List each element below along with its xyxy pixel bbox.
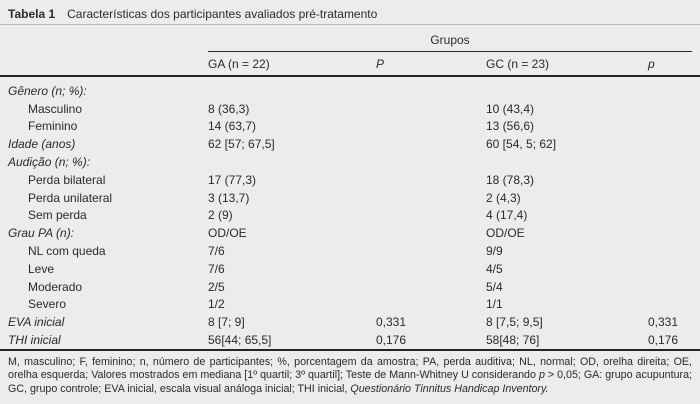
row-label: Gênero (n; %): (8, 83, 87, 98)
table-row: Idade (anos) 62 [57; 67,5] 60 [54, 5; 62… (0, 135, 700, 153)
row-label: Feminino (28, 119, 78, 134)
cell-gc: 4/5 (486, 261, 503, 276)
cell-gc: 2 (4,3) (486, 190, 521, 205)
table-row: Sem perda 2 (9) 4 (17,4) (0, 207, 700, 225)
colhead-P: P (376, 56, 385, 71)
table-row: Gênero (n; %): (0, 82, 700, 100)
table-footnote: M, masculino; F, feminino; n, número de … (0, 351, 700, 396)
cell-ga: 7/6 (208, 261, 225, 276)
cell-gc: 60 [54, 5; 62] (486, 137, 557, 152)
footnote-italic-p: p (538, 369, 545, 382)
table-title: Características dos participantes avalia… (67, 7, 378, 21)
cell-ga: 1/2 (208, 297, 225, 312)
row-label: NL com queda (28, 244, 106, 259)
row-label: Perda bilateral (28, 172, 106, 187)
table-row: Perda bilateral 17 (77,3) 18 (78,3) (0, 171, 700, 189)
row-label: Moderado (28, 279, 83, 294)
footnote-text: > 0,05; GA: grupo acupuntura; GC, grupo … (8, 369, 692, 395)
cell-gc: 1/1 (486, 297, 503, 312)
table-row: Audição (n; %): (0, 153, 700, 171)
cell-ga: 7/6 (208, 244, 225, 259)
cell-ga: 3 (13,7) (208, 190, 250, 205)
column-header-row: GA (n = 22) P GC (n = 23) p (0, 52, 700, 75)
colhead-p: p (648, 56, 655, 71)
cell-ga: 8 (36,3) (208, 101, 250, 116)
cell-gc: 58[48; 76] (486, 333, 540, 348)
table-row: Leve 7/6 4/5 (0, 260, 700, 278)
row-label: EVA inicial (8, 315, 65, 330)
footnote-italic-title: Questionário Tinnitus Handicap Inventory… (350, 382, 549, 395)
row-label: Leve (28, 261, 55, 276)
cell-p-right: 0,331 (648, 315, 679, 330)
table-row: NL com queda 7/6 9/9 (0, 242, 700, 260)
cell-gc: 4 (17,4) (486, 208, 528, 223)
colhead-ga: GA (n = 22) (208, 56, 270, 71)
cell-ga: 56[44; 65,5] (208, 333, 272, 348)
cell-p-left: 0,176 (376, 333, 407, 348)
table-row: Moderado 2/5 5/4 (0, 278, 700, 296)
group-header-band: Grupos (208, 25, 692, 52)
cell-ga: 14 (63,7) (208, 119, 257, 134)
table-row: EVA inicial 8 [7; 9] 0,331 8 [7,5; 9,5] … (0, 313, 700, 331)
row-label: Masculino (28, 101, 83, 116)
row-label: Perda unilateral (28, 190, 113, 205)
row-label: Severo (28, 297, 67, 312)
cell-gc: 10 (43,4) (486, 101, 535, 116)
row-label: Grau PA (n): (8, 226, 75, 241)
table-row: Perda unilateral 3 (13,7) 2 (4,3) (0, 189, 700, 207)
footer-divider (0, 348, 700, 351)
table-row: Feminino 14 (63,7) 13 (56,6) (0, 118, 700, 136)
row-label: Sem perda (28, 208, 87, 223)
cell-gc: 8 [7,5; 9,5] (486, 315, 543, 330)
colhead-gc: GC (n = 23) (486, 56, 550, 71)
row-label: THI inicial (8, 333, 61, 348)
cell-gc: 18 (78,3) (486, 172, 535, 187)
table-number-label: Tabela 1 (8, 7, 56, 21)
cell-gc: 13 (56,6) (486, 119, 535, 134)
cell-ga: 8 [7; 9] (208, 315, 245, 330)
cell-ga: 2 (9) (208, 208, 233, 223)
group-header-label: Grupos (430, 33, 470, 47)
footnote-text: M, masculino; F, feminino; n, número de … (8, 355, 692, 382)
table-row: Severo 1/2 1/1 (0, 296, 700, 314)
cell-gc: OD/OE (486, 226, 525, 241)
table-row: THI inicial 56[44; 65,5] 0,176 58[48; 76… (0, 331, 700, 349)
cell-ga: 62 [57; 67,5] (208, 137, 275, 152)
header-divider (0, 75, 700, 77)
cell-p-right: 0,176 (648, 333, 679, 348)
cell-gc: 5/4 (486, 279, 503, 294)
cell-ga: 17 (77,3) (208, 172, 257, 187)
table-body: Gênero (n; %): Masculino 8 (36,3) 10 (43… (0, 77, 700, 349)
table-row: Grau PA (n): OD/OE OD/OE (0, 224, 700, 242)
table-row: Masculino 8 (36,3) 10 (43,4) (0, 100, 700, 118)
table-caption: Tabela 1 Características dos participante… (0, 0, 700, 22)
caption-divider (0, 24, 700, 25)
row-label: Audição (n; %): (8, 155, 91, 170)
cell-gc: 9/9 (486, 244, 503, 259)
row-label: Idade (anos) (8, 137, 76, 152)
cell-p-left: 0,331 (376, 315, 407, 330)
cell-ga: 2/5 (208, 279, 225, 294)
cell-ga: OD/OE (208, 226, 247, 241)
